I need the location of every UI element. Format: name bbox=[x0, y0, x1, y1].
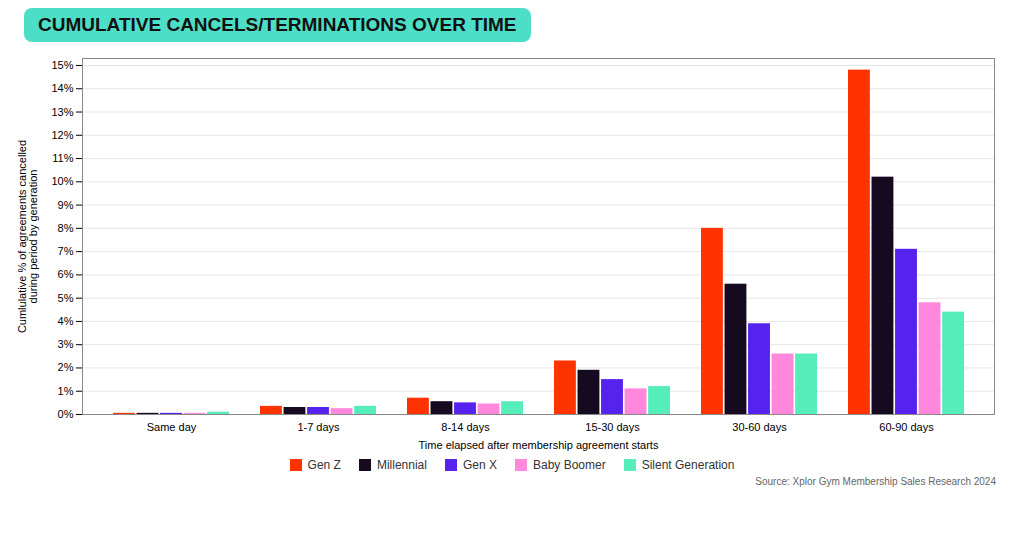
svg-text:0%: 0% bbox=[58, 408, 74, 420]
svg-text:3%: 3% bbox=[58, 338, 74, 350]
svg-text:Same day: Same day bbox=[147, 421, 197, 433]
svg-text:15%: 15% bbox=[51, 59, 73, 71]
svg-text:Cumlulative % of agreements ca: Cumlulative % of agreements cancelleddur… bbox=[16, 140, 39, 333]
svg-text:Time elapsed after membership: Time elapsed after membership agreement … bbox=[419, 439, 659, 451]
html-text:Millennial: Millennial bbox=[376, 458, 427, 472]
html-text:Gen X: Gen X bbox=[463, 458, 497, 472]
svg-text:8%: 8% bbox=[58, 222, 74, 234]
svg-text:14%: 14% bbox=[51, 82, 73, 94]
svg-text:4%: 4% bbox=[58, 315, 74, 327]
svg-text:1-7 days: 1-7 days bbox=[297, 421, 340, 433]
svg-text:7%: 7% bbox=[58, 245, 74, 257]
svg-text:8-14 days: 8-14 days bbox=[441, 421, 490, 433]
svg-text:15-30 days: 15-30 days bbox=[585, 421, 640, 433]
svg-text:9%: 9% bbox=[58, 199, 74, 211]
svg-text:5%: 5% bbox=[58, 292, 74, 304]
svg-text:6%: 6% bbox=[58, 268, 74, 280]
svg-text:13%: 13% bbox=[51, 106, 73, 118]
svg-text:10%: 10% bbox=[51, 175, 73, 187]
html-text:Silent Generation: Silent Generation bbox=[641, 458, 735, 472]
html-text:Source: Xplor Gym Membership S: Source: Xplor Gym Membership Sales Resea… bbox=[755, 476, 996, 487]
html-text:CUMULATIVE CANCELS/TERMINATION: CUMULATIVE CANCELS/TERMINATIONS OVER TIM… bbox=[38, 14, 517, 35]
svg-text:30-60 days: 30-60 days bbox=[732, 421, 787, 433]
svg-text:2%: 2% bbox=[58, 361, 74, 373]
svg-text:11%: 11% bbox=[52, 152, 73, 164]
html-text:Baby Boomer: Baby Boomer bbox=[533, 458, 606, 472]
svg-text:60-90 days: 60-90 days bbox=[879, 421, 934, 433]
svg-text:1%: 1% bbox=[58, 385, 74, 397]
svg-text:12%: 12% bbox=[51, 129, 73, 141]
html-text:Gen Z: Gen Z bbox=[307, 458, 341, 472]
